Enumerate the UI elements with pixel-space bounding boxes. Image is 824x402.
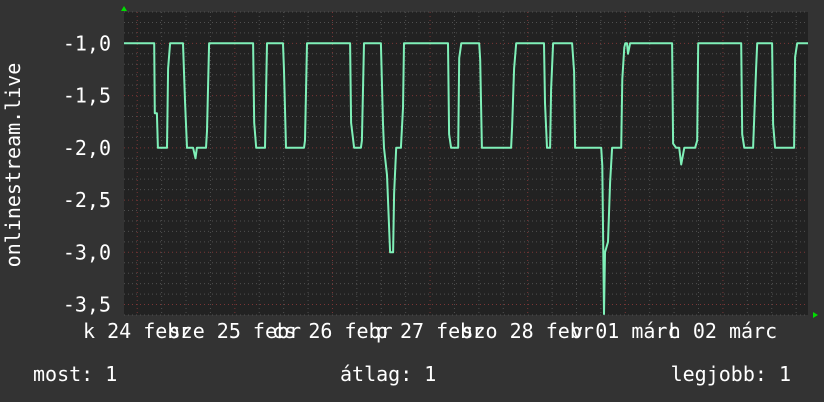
y-tick-label: -3,5: [63, 293, 111, 317]
x-tick-label: szo 28 febr: [461, 319, 593, 343]
x-tick-label: h 02 márc: [669, 319, 777, 343]
y-tick-label: -1,0: [63, 31, 111, 55]
y-axis-ticks: -1,0 -1,5 -2,0 -2,5 -3,0 -3,5: [63, 31, 111, 316]
x-axis-arrow-icon: [813, 312, 818, 318]
legend-current: most: 1: [33, 362, 118, 386]
y-tick-label: -2,5: [63, 188, 111, 212]
series-line: [124, 42, 808, 315]
plot-area: [124, 12, 808, 315]
legend-average: átlag: 1: [340, 362, 437, 386]
y-axis-arrow-icon: [121, 6, 127, 11]
y-tick-label: -3,0: [63, 240, 111, 264]
y-axis-label: onlinestream.live: [1, 63, 25, 268]
x-tick-label: p 27 febr: [376, 319, 484, 343]
grid: [124, 11, 808, 316]
y-tick-label: -2,0: [63, 136, 111, 160]
y-tick-label: -1,5: [63, 84, 111, 108]
x-tick-label: k 24 febr: [83, 319, 191, 343]
x-tick-label: cs 26 febr: [272, 319, 392, 343]
legend-max: legjobb: 1: [670, 362, 791, 386]
x-tick-label: v 01 márc: [571, 319, 679, 343]
x-tick-label: sze 25 febr: [169, 319, 301, 343]
